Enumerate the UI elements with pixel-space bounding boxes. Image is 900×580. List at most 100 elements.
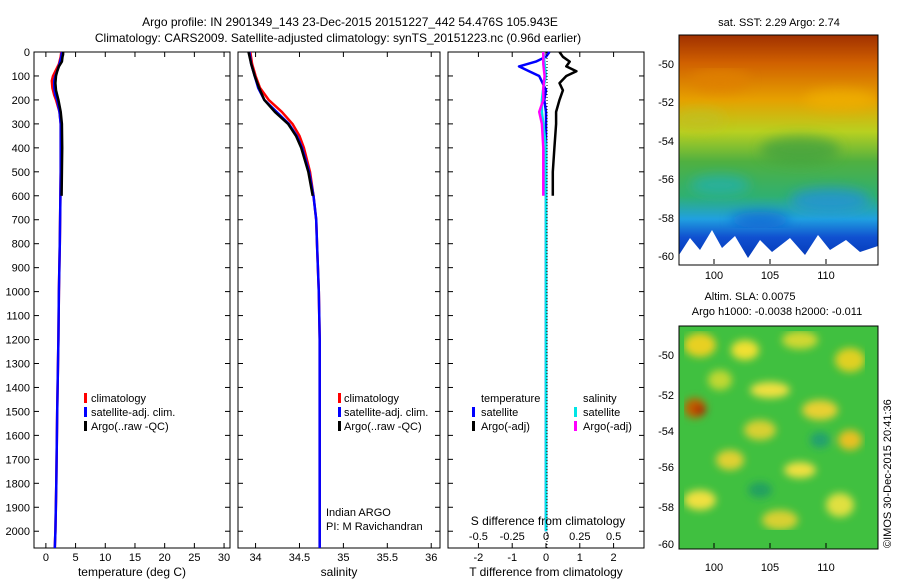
sla-ytick-label: -54	[658, 426, 674, 438]
depth-tick-label: 1000	[6, 287, 30, 299]
depth-tick-label: 1300	[6, 358, 30, 370]
x-tick-label: 34.5	[289, 552, 310, 564]
series-line-salinity-1	[248, 51, 321, 548]
x-tick-label: 34	[249, 552, 261, 564]
x-tick-label: 25	[188, 552, 200, 564]
series-line-salinity-2	[247, 51, 314, 197]
sst-map-title: sat. SST: 2.29 Argo: 2.74	[718, 17, 840, 29]
legend-temperature-heading: temperature	[481, 393, 540, 405]
s-diff-xlabel: S difference from climatology	[471, 514, 626, 528]
sla-xtick-label: 100	[705, 562, 723, 574]
sst-ytick-label: -60	[658, 251, 674, 263]
legend-argo: Argo(..raw -QC)	[91, 421, 169, 433]
legend-satellite: satellite-adj. clim.	[344, 407, 428, 419]
x-tick-label: 10	[99, 552, 111, 564]
sst-ytick-label: -58	[658, 213, 674, 225]
x-tick-label: 0	[543, 552, 549, 564]
imos-timestamp: ©IMOS 30-Dec-2015 20:41:36	[882, 399, 894, 548]
legend-swatch-t-argo	[472, 421, 475, 431]
sst-ytick-label: -50	[658, 59, 674, 71]
depth-tick-label: 1700	[6, 454, 30, 466]
sla-ytick-label: -52	[658, 390, 674, 402]
depth-tick-label: 2000	[6, 526, 30, 538]
legend-swatch-satellite	[84, 407, 87, 417]
depth-tick-label: 500	[12, 167, 30, 179]
legend-climatology: climatology	[91, 393, 147, 405]
depth-tick-label: 0	[24, 47, 30, 59]
profile-lines	[50, 51, 578, 549]
depth-tick-label: 1500	[6, 406, 30, 418]
x-tick-label: 2	[611, 552, 617, 564]
sla-patches	[684, 331, 865, 530]
sla-map-title-1: Altim. SLA: 0.0075	[704, 291, 795, 303]
legend-t-argo: Argo(-adj)	[481, 421, 530, 433]
sla-ytick-label: -50	[658, 350, 674, 362]
legend-argo: Argo(..raw -QC)	[344, 421, 422, 433]
depth-tick-label: 1100	[6, 311, 30, 323]
depth-tick-label: 1200	[6, 335, 30, 347]
series-line-temperature-2	[54, 52, 65, 196]
depth-tick-label: 600	[12, 191, 30, 203]
depth-tick-label: 700	[12, 215, 30, 227]
x-tick-label: 36	[425, 552, 437, 564]
depth-tick-label: 200	[12, 95, 30, 107]
series-line-difference-2	[540, 51, 548, 532]
t-diff-xlabel: T difference from climatology	[469, 565, 623, 579]
x-tick-label: -2	[474, 552, 484, 564]
depth-tick-label: 400	[12, 143, 30, 155]
sst-xtick-label: 100	[705, 270, 723, 282]
x-tick-label: 5	[73, 552, 79, 564]
sla-ytick-label: -58	[658, 502, 674, 514]
legend-swatch-satellite	[338, 407, 341, 417]
legend-s-satellite: satellite	[583, 407, 620, 419]
sla-ytick-label: -60	[658, 539, 674, 551]
ice-edge	[679, 230, 878, 265]
sst-map	[679, 35, 878, 265]
legend-s-argo: Argo(-adj)	[583, 421, 632, 433]
sla-map	[679, 326, 878, 549]
salinity-xlabel: salinity	[321, 565, 358, 579]
s-diff-tick-label: -0.5	[469, 531, 488, 543]
program-credit: Indian ARGO	[326, 507, 391, 519]
legend-swatch-argo	[338, 421, 341, 431]
temperature-legend: climatology satellite-adj. clim. Argo(..…	[84, 393, 175, 433]
sla-xtick-label: 110	[817, 562, 835, 574]
x-tick-label: -1	[507, 552, 517, 564]
series-line-salinity-0	[249, 51, 321, 548]
series-line-difference-3	[537, 52, 546, 196]
depth-tick-label: 1400	[6, 382, 30, 394]
pi-credit: PI: M Ravichandran	[326, 521, 423, 533]
depth-tick-label: 100	[12, 71, 30, 83]
s-diff-tick-label: 0	[543, 531, 549, 543]
sst-xtick-label: 105	[761, 270, 779, 282]
legend-swatch-s-satellite	[574, 407, 577, 417]
x-tick-label: 15	[129, 552, 141, 564]
salinity-panel-frame	[237, 51, 441, 549]
temperature-panel-frame	[33, 51, 231, 549]
depth-tick-label: 1600	[6, 430, 30, 442]
temperature-xlabel: temperature (deg C)	[78, 565, 186, 579]
depth-tick-label: 300	[12, 119, 30, 131]
header-line-2: Climatology: CARS2009. Satellite-adjuste…	[95, 31, 581, 45]
x-tick-label: 30	[218, 552, 230, 564]
sst-xtick-label: 110	[817, 270, 835, 282]
sla-map-frame	[678, 325, 879, 550]
series-line-difference-1	[551, 51, 578, 196]
header-line-1: Argo profile: IN 2901349_143 23-Dec-2015…	[142, 15, 558, 29]
legend-swatch-s-argo	[574, 421, 577, 431]
legend-swatch-climatology	[338, 393, 341, 403]
legend-swatch-t-satellite	[472, 407, 475, 417]
depth-axis: 0 100 200 300 400 500 600 700 800 900 1000 1100 1200…	[6, 47, 644, 538]
x-tick-label: 35.5	[377, 552, 398, 564]
sla-xtick-label: 105	[761, 562, 779, 574]
s-diff-tick-label: 0.5	[606, 531, 621, 543]
sla-map-title-2: Argo h1000: -0.0038 h2000: -0.011	[692, 306, 862, 318]
sla-ytick-label: -56	[658, 462, 674, 474]
legend-swatch-climatology	[84, 393, 87, 403]
legend-t-satellite: satellite	[481, 407, 518, 419]
sst-ytick-label: -52	[658, 97, 674, 109]
depth-tick-label: 900	[12, 263, 30, 275]
x-tick-label: 1	[577, 552, 583, 564]
legend-satellite: satellite-adj. clim.	[91, 407, 175, 419]
